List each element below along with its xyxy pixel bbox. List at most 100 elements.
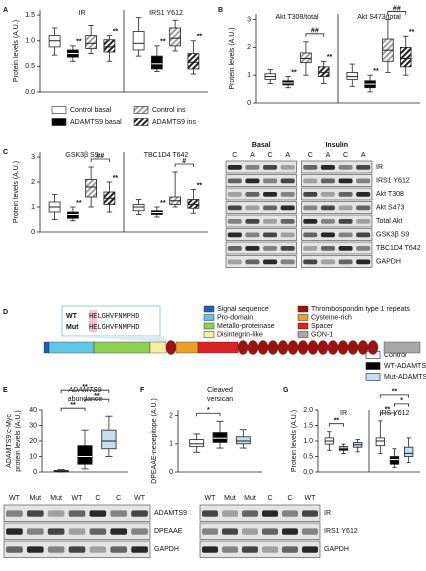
domain-swatch: [297, 314, 309, 321]
blot-band: [242, 528, 258, 535]
blot-band: [6, 528, 23, 535]
blot-band: [245, 259, 260, 265]
domain-label: Signal sequence: [217, 306, 269, 313]
sequence-name: Mut: [66, 324, 79, 331]
domain-swatch: [297, 305, 309, 313]
y-tick-label: 0.5: [303, 453, 313, 460]
blot-band: [6, 546, 23, 553]
blot-panel: [199, 504, 321, 522]
blot-band: [47, 546, 65, 553]
panel-label: D: [3, 309, 8, 316]
blot-band: [338, 219, 353, 224]
blot-band: [47, 510, 65, 517]
bracket: [174, 163, 194, 167]
tsr-repeat: [317, 340, 329, 355]
bracket-label: **: [94, 393, 100, 400]
row-label: TBC1D4 T642: [376, 245, 421, 252]
legend-swatch: [51, 106, 67, 114]
lane-label: A: [326, 152, 331, 159]
blot-panel: [301, 214, 373, 228]
blot-band: [356, 219, 371, 224]
blot-band: [222, 528, 238, 535]
y-tick-label: 1.5: [303, 422, 313, 429]
y-tick-label: 2: [169, 412, 173, 419]
y-tick-label: 2.0: [303, 407, 313, 414]
blot-band: [356, 165, 371, 170]
blot-band: [110, 546, 128, 553]
blot-band: [110, 528, 128, 535]
blot-panel: [225, 228, 297, 241]
domain-swatch: [297, 331, 309, 338]
y-tick-label: 20: [29, 438, 37, 445]
domain-segment: [48, 341, 95, 354]
legend-label: ADAMTS9 basal: [70, 119, 122, 126]
y-tick-label: 1: [31, 204, 35, 211]
bracket-label: **: [70, 402, 76, 409]
y-tick-label: 0: [247, 100, 251, 107]
blot-panel: [301, 174, 373, 187]
blot-band: [282, 528, 298, 535]
blot-band: [338, 259, 353, 265]
box: [346, 72, 359, 80]
domain-label: GON-1: [311, 331, 333, 338]
blot-band: [47, 528, 65, 535]
tsr-repeat: [347, 340, 359, 355]
blot-band: [245, 192, 260, 197]
lane-label: WT: [72, 495, 84, 502]
row-label: GAPDH: [324, 546, 349, 553]
blot-band: [303, 259, 318, 265]
blot-band: [263, 259, 278, 265]
significance-label: **: [373, 68, 379, 75]
tsr-repeat: [237, 340, 249, 355]
blot-band: [303, 178, 318, 184]
blot-panel: [225, 241, 297, 255]
tsr-repeat: [247, 340, 259, 355]
blot-band: [245, 232, 260, 238]
blot-band: [303, 232, 318, 238]
box: [375, 437, 385, 447]
blot-band: [280, 246, 295, 251]
lane-label: Mut: [244, 495, 256, 502]
blot-band: [356, 259, 371, 265]
blot-band: [356, 232, 371, 238]
bracket: [379, 412, 395, 416]
box: [169, 27, 182, 47]
lane-label: Mut: [29, 495, 41, 502]
blot-panel: [225, 214, 297, 228]
box: [399, 46, 412, 68]
blot-band: [202, 546, 218, 553]
y-tick-label: 1.0: [303, 438, 313, 445]
lane-label: C: [287, 495, 292, 502]
row-label: Total Akt: [376, 218, 403, 225]
panel-label: B: [218, 7, 223, 14]
y-tick-label: 1.0: [25, 38, 35, 45]
row-label: GAPDH: [154, 546, 179, 553]
y-tick-label: 2: [31, 179, 35, 186]
bracket-label: #: [182, 158, 186, 165]
blot-band: [68, 546, 86, 553]
blot-band: [245, 178, 260, 184]
y-axis-label: ADAMTS9:c-Myc: [6, 414, 13, 468]
bracket: [379, 394, 410, 398]
blot-band: [320, 246, 335, 251]
row-label: ADAMTS9: [154, 510, 187, 517]
bracket: [60, 389, 110, 394]
lane-label: C: [308, 152, 313, 159]
domain-swatch: [203, 322, 215, 330]
blot-band: [320, 192, 335, 197]
bracket-label: **: [334, 418, 340, 425]
box: [404, 446, 414, 457]
blot-band: [245, 165, 260, 170]
blot-band: [280, 165, 295, 170]
domain-label: Spacer: [311, 323, 334, 330]
blot-header: Basal: [252, 142, 271, 149]
group-title: Akt S473/total: [357, 14, 401, 21]
blot-band: [302, 528, 318, 535]
tsr-repeat: [307, 340, 319, 355]
blot-band: [263, 178, 278, 184]
blot-band: [356, 205, 371, 211]
blot-band: [242, 510, 258, 517]
box: [85, 179, 98, 198]
panel-label: G: [283, 387, 289, 394]
blot-band: [242, 546, 258, 553]
